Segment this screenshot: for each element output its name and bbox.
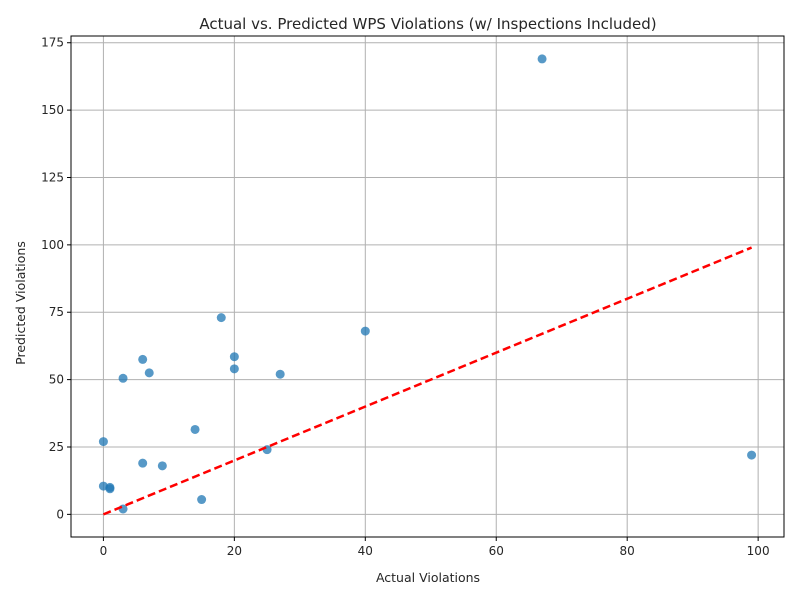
y-tick-label: 75 (49, 305, 64, 319)
y-tick-label: 175 (41, 36, 64, 50)
data-point (190, 424, 200, 434)
data-point (118, 373, 128, 383)
y-tick-label: 100 (41, 238, 64, 252)
data-point (138, 354, 148, 364)
data-point (138, 458, 148, 468)
data-point (144, 368, 154, 378)
data-point (747, 450, 757, 460)
x-axis-label: Actual Violations (376, 570, 480, 585)
data-point (98, 437, 108, 447)
x-tick-label: 20 (227, 544, 242, 558)
chart-title: Actual vs. Predicted WPS Violations (w/ … (199, 15, 656, 33)
x-axis-ticks: 0 20 40 60 80 100 (100, 537, 770, 558)
data-points (98, 54, 757, 514)
plot-frame (70, 35, 785, 538)
y-tick-label: 0 (56, 507, 64, 521)
reference-line (102, 246, 753, 516)
x-tick-label: 60 (489, 544, 504, 558)
data-point (537, 54, 547, 64)
y-tick-label: 50 (49, 373, 64, 387)
y-tick-label: 150 (41, 103, 64, 117)
data-point (275, 369, 285, 379)
reference-line-group (102, 246, 753, 516)
x-tick-label: 0 (100, 544, 108, 558)
data-point (229, 364, 239, 374)
x-tick-label: 40 (358, 544, 373, 558)
y-tick-label: 25 (49, 440, 64, 454)
x-tick-label: 100 (747, 544, 770, 558)
x-tick-label: 80 (620, 544, 635, 558)
grid-lines (71, 36, 784, 537)
y-axis-ticks: 0 25 50 75 100 125 150 175 (41, 36, 71, 521)
data-point (229, 352, 239, 362)
y-axis-label: Predicted Violations (13, 241, 28, 365)
y-tick-label: 125 (41, 170, 64, 184)
data-point (197, 495, 207, 505)
data-point (105, 484, 115, 494)
data-point (157, 461, 167, 471)
data-point (360, 326, 370, 336)
data-point (216, 313, 226, 323)
